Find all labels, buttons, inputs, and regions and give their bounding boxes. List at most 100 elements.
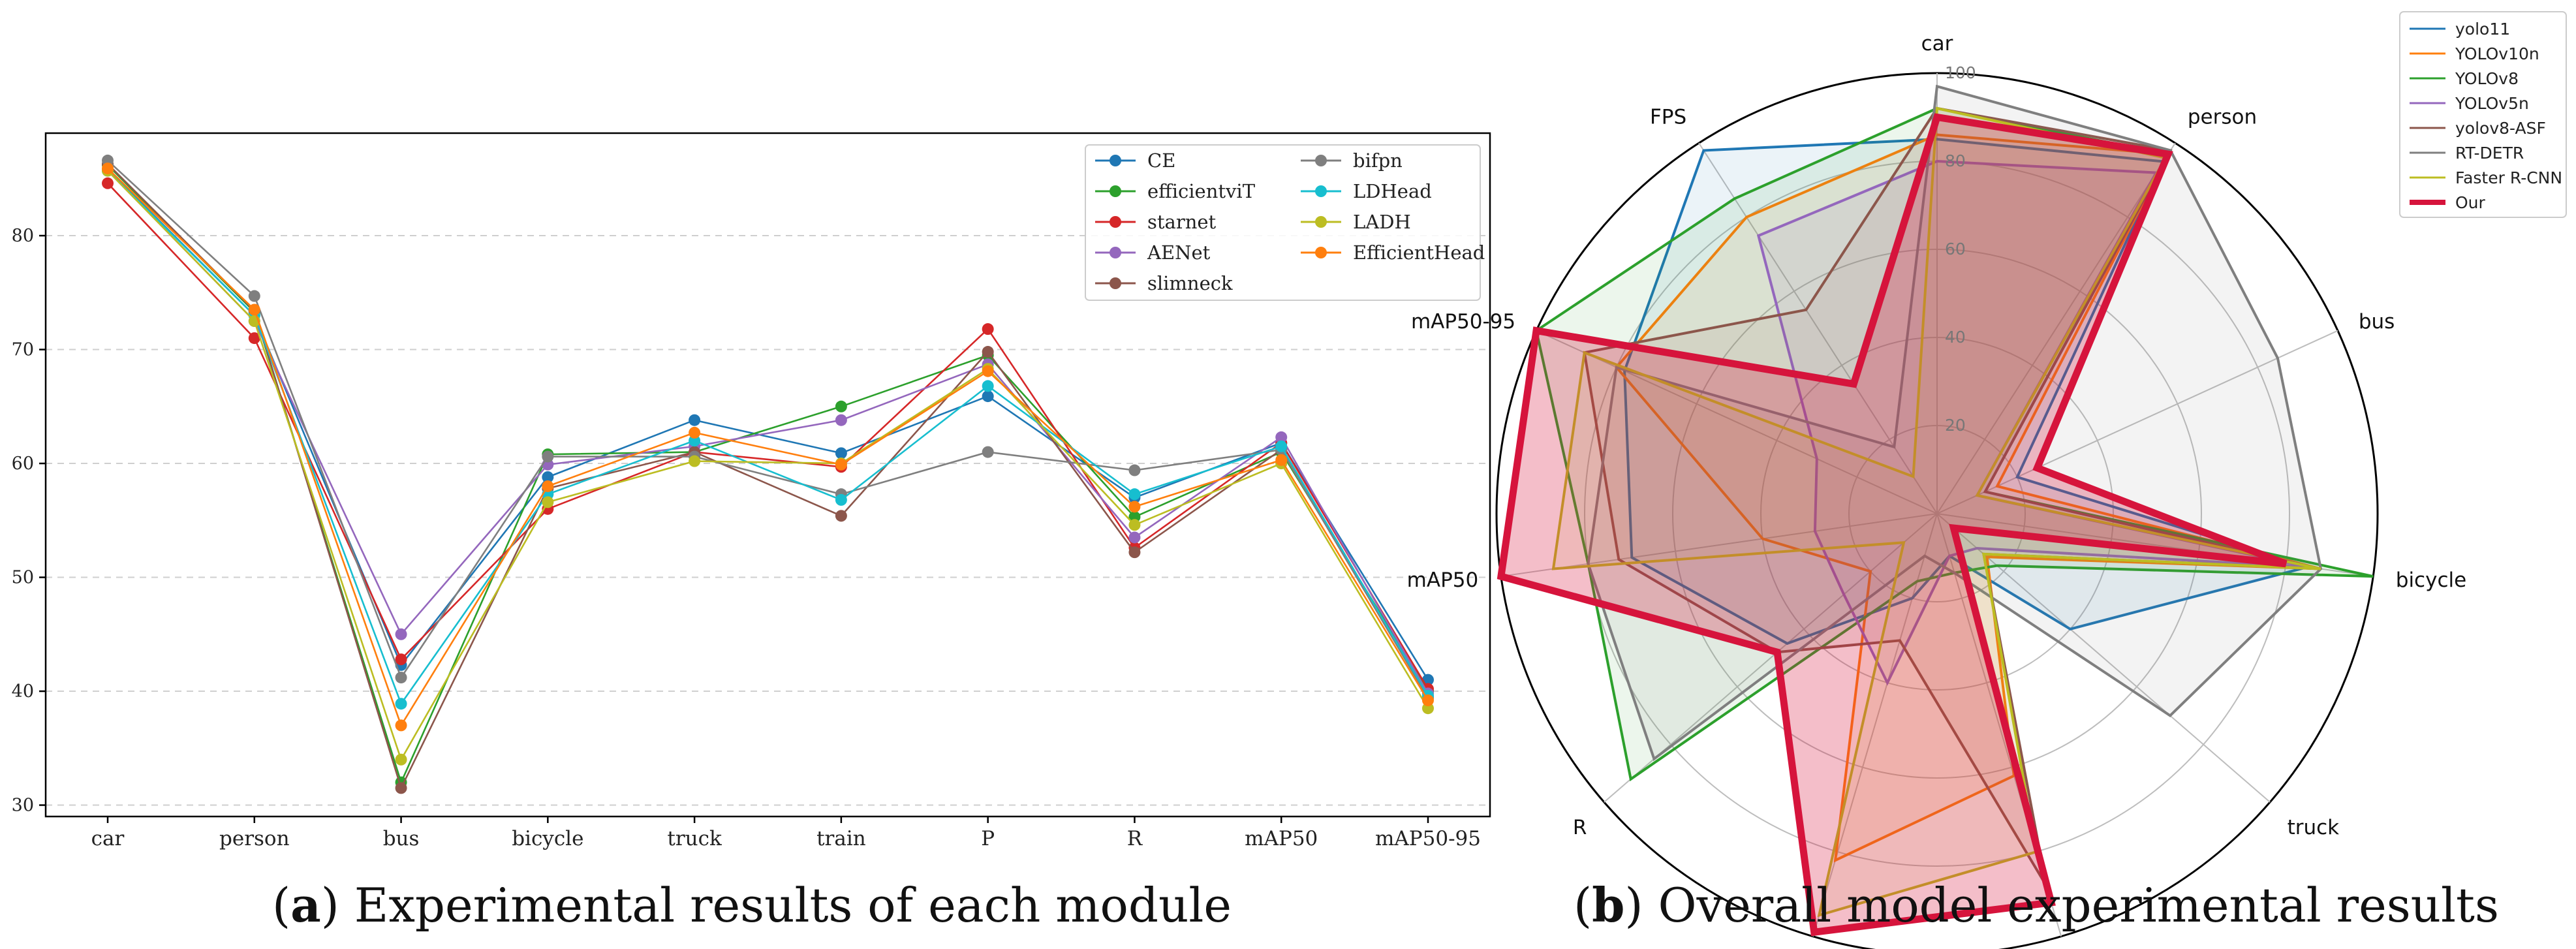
data-point-slimneck-train: [835, 510, 847, 522]
radar-axis-label-fps: FPS: [1650, 106, 1686, 129]
y-axis: 30 40 50 60 70 80: [12, 226, 46, 816]
legend-marker-starnet: [1110, 216, 1121, 228]
data-point-efficienthead-train: [835, 458, 847, 471]
radar-axis-label-truck: truck: [2288, 816, 2340, 839]
data-point-ldhead-train: [835, 493, 847, 506]
caption-a-paren-close: ): [321, 878, 339, 933]
legend-label-faster-r-cnn: Faster R-CNN: [2455, 168, 2562, 187]
radar-tick-label-60: 60: [1945, 240, 1966, 258]
data-point-efficienthead-car: [102, 163, 114, 175]
radar-tick-label-80: 80: [1945, 151, 1966, 170]
radar-spoke-bus: [1936, 330, 2338, 514]
legend-label-ladh: LADH: [1353, 211, 1411, 233]
data-point-efficienthead-r: [1128, 501, 1141, 513]
legend-marker-efficienthead: [1315, 247, 1327, 258]
y-tick-label: 40: [12, 681, 34, 702]
radar-series-faster-r-cnn: [1551, 106, 2321, 918]
radar-spoke-map50: [1500, 513, 1938, 578]
data-point-bifpn-person: [248, 290, 260, 302]
radar-tick-label-20: 20: [1945, 416, 1966, 435]
legend: yolo11 YOLOv10n YOLOv8 YOLOv5n yolov8-ASF RT-…: [2399, 11, 2567, 218]
legend-label-efficientvit: efficientviT: [1147, 180, 1256, 202]
legend-label-yolov8: YOLOv8: [2455, 69, 2519, 88]
data-point-bifpn-bicycle: [542, 450, 554, 463]
legend-label-yolo11: yolo11: [2455, 20, 2510, 39]
legend-label-rt-detr: RT-DETR: [2455, 144, 2524, 163]
caption-a-paren-open: (: [272, 878, 290, 933]
data-point-ladh-bicycle: [542, 496, 554, 508]
radar-spoke-person: [1936, 142, 2176, 514]
radar-tick-label-100: 100: [1945, 63, 1976, 82]
y-gridlines: [46, 235, 1490, 806]
radar-spoke-truck: [1936, 513, 2271, 803]
legend-label-bifpn: bifpn: [1353, 149, 1403, 172]
x-tick-label: P: [981, 827, 995, 850]
series-line-aenet: [107, 170, 1429, 694]
radar-chart-panel: carpersonbusbicycletrucktrainPRmAP50mAP5…: [1407, 11, 2567, 949]
x-tick-label: mAP50: [1245, 827, 1318, 850]
series-line-ladh: [107, 170, 1429, 762]
y-tick-label: 80: [12, 226, 34, 246]
x-tick-label: bus: [383, 827, 420, 850]
y-tick-label: 30: [12, 796, 34, 816]
data-point-efficienthead-person: [248, 303, 260, 316]
radar-axis-label-map50-95: mAP50-95: [1411, 310, 1515, 334]
caption-b-text: Overall model experimental results: [1643, 878, 2499, 933]
data-point-efficientvit-train: [835, 400, 847, 412]
data-point-ladh-bus: [395, 753, 407, 766]
legend-label-efficienthead: EfficientHead: [1353, 241, 1485, 264]
y-tick-label: 60: [12, 454, 34, 474]
data-point-ldhead-map50: [1275, 440, 1288, 452]
data-point-ladh-truck: [689, 455, 701, 467]
legend-label-our: Our: [2455, 193, 2486, 212]
legend-marker-slimneck: [1110, 277, 1121, 289]
legend-label-yolov5n: YOLOv5n: [2455, 94, 2529, 113]
plot-frame: [44, 132, 1491, 818]
caption-a-text: Experimental results of each module: [339, 878, 1232, 933]
series-line-starnet: [107, 182, 1429, 690]
legend-marker-bifpn: [1315, 155, 1327, 166]
data-point-efficienthead-bicycle: [542, 480, 554, 492]
series-line-efficienthead: [107, 168, 1429, 728]
data-point-starnet-car: [102, 177, 114, 189]
radar-axis-label-car: car: [1921, 32, 1953, 55]
legend-label-ce: CE: [1147, 149, 1175, 172]
data-point-aenet-bus: [395, 628, 407, 640]
radar-series-our: [1497, 113, 2288, 937]
radar-axis-labels: carpersonbusbicycletrucktrainPRmAP50mAP5…: [1407, 32, 2467, 839]
data-point-efficienthead-truck: [689, 426, 701, 439]
series-line-slimneck: [107, 163, 1429, 790]
legend-label-slimneck: slimneck: [1147, 272, 1233, 294]
radar-grid: [1495, 72, 2379, 949]
data-point-aenet-map50: [1275, 431, 1288, 443]
radar-axis-label-person: person: [2188, 106, 2257, 129]
legend-label-yolov10n: YOLOv10n: [2455, 44, 2539, 63]
legend-label-ldhead: LDHead: [1353, 180, 1432, 202]
caption-b-paren-close: ): [1624, 878, 1643, 933]
series-line-ldhead: [107, 170, 1429, 706]
data-point-efficienthead-p: [982, 365, 994, 377]
legend-marker-aenet: [1110, 247, 1121, 258]
data-point-bifpn-bus: [395, 672, 407, 684]
caption-a: (a) Experimental results of each module: [272, 877, 1232, 933]
radar-spoke-p: [1812, 513, 1938, 937]
radar-axis-label-bicycle: bicycle: [2396, 568, 2466, 592]
legend-box: [2399, 11, 2567, 218]
data-point-starnet-p: [982, 323, 994, 335]
caption-a-letter: a: [290, 877, 321, 933]
caption-b-paren-open: (: [1574, 878, 1592, 933]
data-point-slimneck-r: [1128, 546, 1141, 559]
data-point-ce-p: [982, 390, 994, 403]
radar-axis-label-map50: mAP50: [1407, 568, 1479, 592]
data-point-bifpn-r: [1128, 464, 1141, 476]
x-tick-label: truck: [667, 827, 722, 850]
radar-radial-ticks: 20 40 60 80 100: [1945, 63, 1976, 435]
data-point-bifpn-p: [982, 446, 994, 458]
y-tick-label: 70: [12, 340, 34, 360]
radar-spoke-fps: [1698, 142, 1938, 514]
line-chart-panel: 30 40 50 60 70 80 car person bus bicycle truck tra…: [12, 132, 1491, 933]
legend-marker-ldhead: [1315, 185, 1327, 197]
series-group: [102, 154, 1434, 794]
y-tick-label: 50: [12, 568, 34, 588]
x-tick-label: mAP50-95: [1375, 827, 1481, 850]
